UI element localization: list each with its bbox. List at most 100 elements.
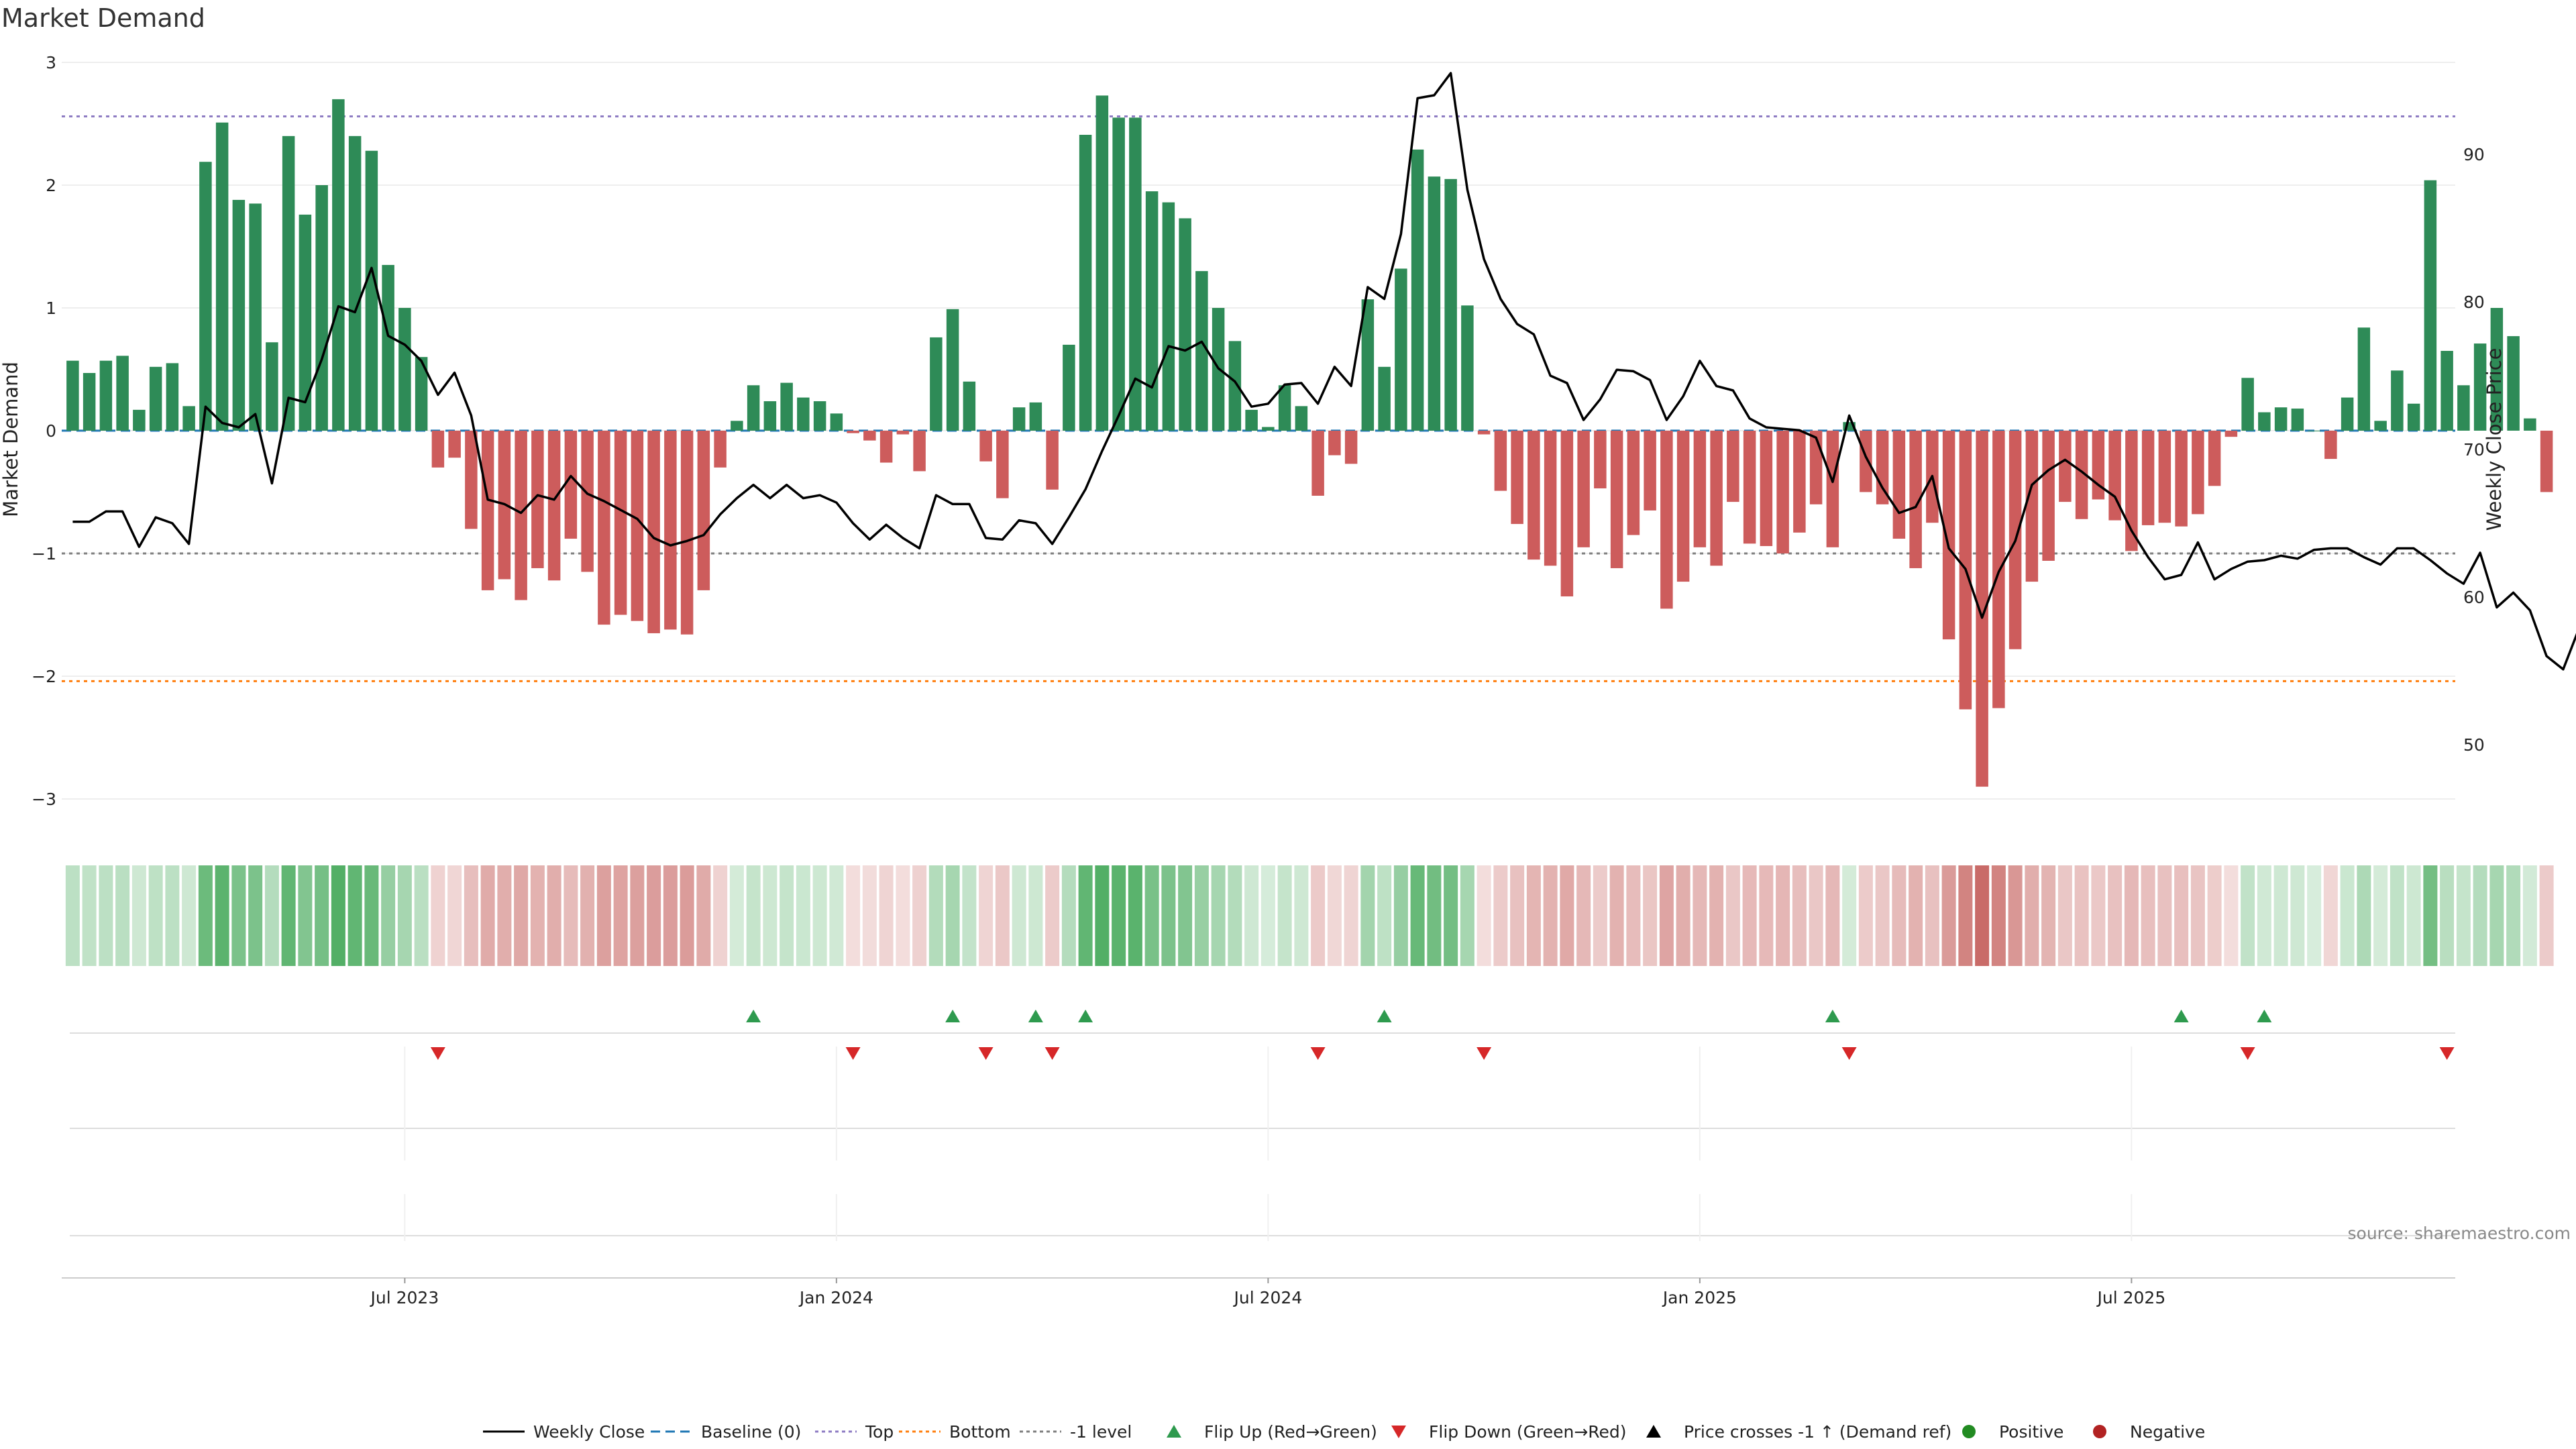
legend-item: Flip Up (Red→Green) (1167, 1422, 1377, 1442)
x-axis-ticks: Jul 2023 Jan 2024 Jul 2024 Jan 2025 Jul 2025 (370, 1278, 2165, 1307)
demand-bar (2540, 431, 2553, 492)
demand-strip-cell (1244, 865, 1259, 966)
demand-strip-cell (1858, 865, 1873, 966)
demand-strip-cell (2273, 865, 2288, 966)
demand-strip-cell (82, 865, 97, 966)
demand-strip-cell (1493, 865, 1508, 966)
demand-bar (282, 136, 295, 431)
demand-bar (299, 214, 312, 431)
demand-bar (963, 381, 976, 431)
y-tick-label: 3 (46, 53, 56, 72)
demand-strip-cell (2290, 865, 2305, 966)
demand-strip-cell (2091, 865, 2106, 966)
demand-bar (913, 431, 926, 472)
legend-label: Flip Down (Green→Red) (1429, 1422, 1627, 1442)
legend-label: Weekly Close (533, 1422, 645, 1442)
demand-bar (598, 431, 610, 625)
legend-item: Baseline (0) (651, 1422, 801, 1442)
demand-strip-cell (663, 865, 678, 966)
demand-bar (1892, 431, 1906, 539)
demand-strip-cell (1941, 865, 1956, 966)
demand-bar (2473, 343, 2487, 431)
demand-strip-cell (1609, 865, 1624, 966)
demand-strip-cell (1410, 865, 1425, 966)
x-tick-label: Jan 2025 (1662, 1288, 1737, 1307)
demand-strip-cell (414, 865, 429, 966)
demand-bar (1262, 427, 1275, 431)
legend-item: Negative (2093, 1422, 2205, 1442)
demand-strip-cell (131, 865, 146, 966)
demand-strip-cell (1742, 865, 1757, 966)
demand-strip-cell (2489, 865, 2504, 966)
demand-bar (398, 308, 411, 431)
demand-strip-cell (381, 865, 396, 966)
demand-strip-cell (1045, 865, 1060, 966)
demand-strip-cell (2041, 865, 2056, 966)
demand-bar (199, 162, 212, 431)
demand-bar (2208, 431, 2221, 486)
demand-bar (266, 342, 278, 431)
demand-bar (1461, 305, 1474, 431)
demand-bar (465, 431, 478, 529)
demand-strip-cell (2406, 865, 2421, 966)
demand-strip-cell (1909, 865, 1923, 966)
flip-down-marker (1310, 1047, 1326, 1060)
demand-strip-cell (2224, 865, 2239, 966)
y2-tick-label: 90 (2463, 145, 2485, 164)
demand-strip-cell (1792, 865, 1807, 966)
demand-strip-cell (1012, 865, 1026, 966)
demand-bar (2524, 418, 2536, 431)
x-tick-label: Jan 2024 (798, 1288, 873, 1307)
demand-strip-cell (1809, 865, 1823, 966)
demand-bar (1644, 431, 1656, 511)
legend-item: Flip Down (Green→Red) (1391, 1422, 1627, 1442)
demand-strip-cell (846, 865, 861, 966)
y-tick-label: 1 (46, 299, 56, 318)
flip-up-marker (2174, 1010, 2189, 1022)
demand-strip-cell (364, 865, 379, 966)
demand-strip-cell (812, 865, 827, 966)
demand-strip-cell (315, 865, 329, 966)
demand-strip-cell (2141, 865, 2155, 966)
demand-bar (1909, 431, 1922, 568)
demand-bar (2374, 421, 2387, 431)
demand-strip-cell (962, 865, 977, 966)
demand-strip-cell (2124, 865, 2139, 966)
demand-bar (481, 431, 494, 590)
demand-strip-cell (580, 865, 595, 966)
demand-bar (1162, 202, 1175, 431)
demand-strip-cell (696, 865, 711, 966)
demand-bar (2059, 431, 2072, 502)
demand-bar (1660, 431, 1673, 609)
demand-bar (83, 372, 96, 431)
demand-strip-cell (347, 865, 362, 966)
demand-bar (515, 431, 527, 600)
demand-bar (1727, 431, 1739, 502)
y2-axis-label: Weekly Close Price (2483, 348, 2506, 531)
demand-strip-cell (1825, 865, 1840, 966)
demand-strip-cell (1693, 865, 1707, 966)
demand-strip-cell (564, 865, 578, 966)
demand-strip-cell (1061, 865, 1076, 966)
demand-strip-cell (2008, 865, 2023, 966)
demand-bar (1129, 117, 1142, 431)
demand-bar (332, 99, 345, 431)
demand-bar (996, 431, 1009, 498)
demand-strip-cell (1477, 865, 1491, 966)
demand-strip-cell (497, 865, 512, 966)
demand-bar (1079, 134, 1092, 431)
demand-strip-cell (2423, 865, 2438, 966)
demand-bar (979, 431, 992, 462)
demand-bar (2274, 407, 2288, 431)
demand-bar (680, 431, 694, 635)
demand-bar (1145, 191, 1159, 431)
demand-bar (2507, 336, 2520, 431)
demand-strip-cell (1260, 865, 1275, 966)
demand-strip-cell (647, 865, 661, 966)
demand-strip-cell (2025, 865, 2039, 966)
demand-bar (1826, 431, 1839, 547)
legend-item: Positive (1962, 1422, 2063, 1442)
demand-bar (382, 264, 394, 431)
demand-bar (747, 385, 760, 431)
demand-bar (1610, 431, 1623, 568)
